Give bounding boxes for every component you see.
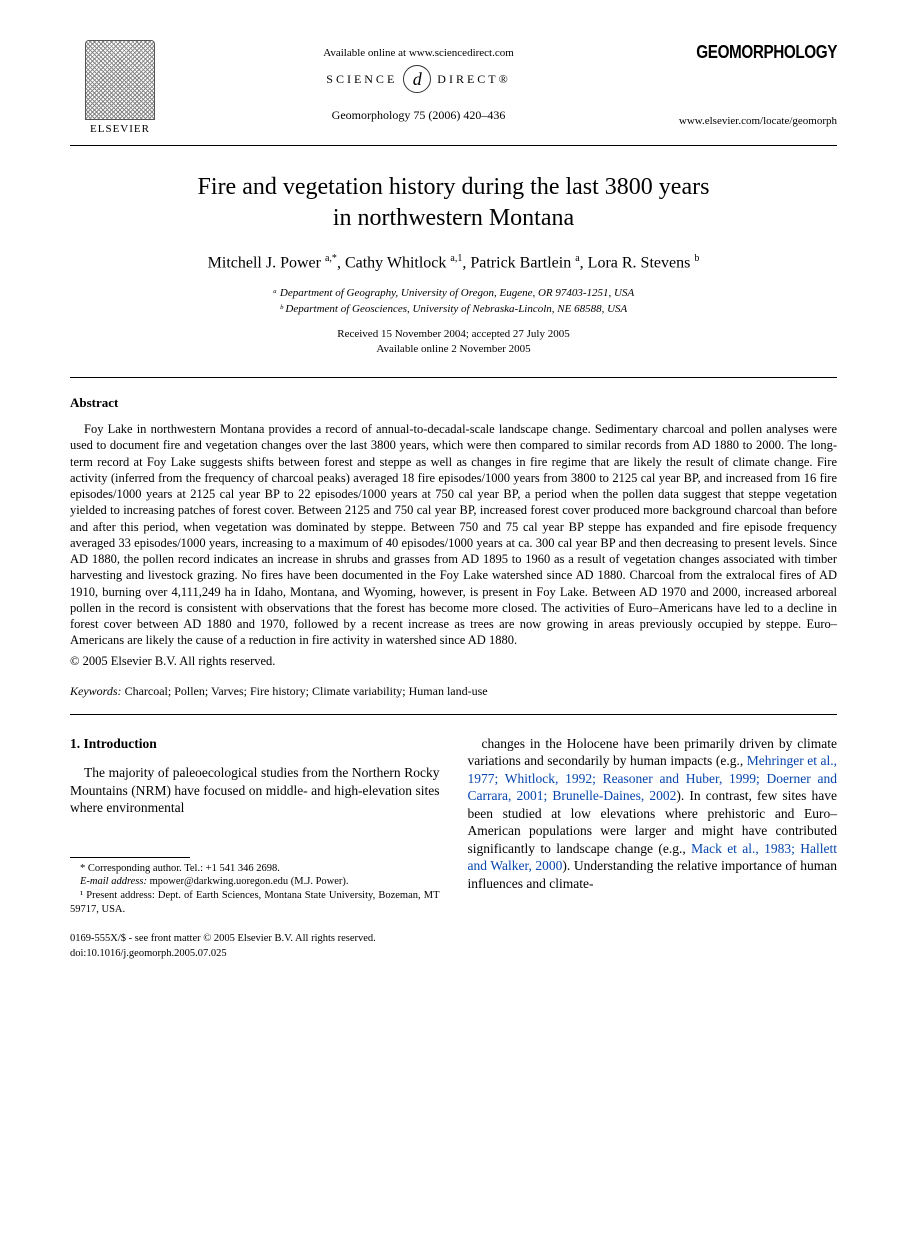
footnote-rule xyxy=(70,857,190,858)
left-column: 1. Introduction The majority of paleoeco… xyxy=(70,735,440,917)
abstract-top-rule xyxy=(70,377,837,378)
present-address: ¹ Present address: Dept. of Earth Scienc… xyxy=(70,889,440,916)
journal-block: GEOMORPHOLOGY www.elsevier.com/locate/ge… xyxy=(667,40,837,129)
citation-link[interactable]: Mack et al., 1983; Hallett and Walker, 2… xyxy=(468,841,837,874)
journal-citation: Geomorphology 75 (2006) 420–436 xyxy=(170,107,667,123)
elsevier-tree-icon xyxy=(85,40,155,120)
header-center: Available online at www.sciencedirect.co… xyxy=(170,40,667,127)
journal-name: GEOMORPHOLOGY xyxy=(693,40,838,64)
corresponding-author: * Corresponding author. Tel.: +1 541 346… xyxy=(70,862,440,876)
abstract-heading: Abstract xyxy=(70,394,837,412)
abstract-bottom-rule xyxy=(70,714,837,715)
sd-text-right: DIRECT® xyxy=(437,71,510,87)
title-line-1: Fire and vegetation history during the l… xyxy=(198,174,710,200)
section-1-heading: 1. Introduction xyxy=(70,735,440,753)
email-line: E-mail address: mpower@darkwing.uoregon.… xyxy=(70,875,440,889)
affiliation-a: ᵃ Department of Geography, University of… xyxy=(70,286,837,301)
footer-doi: doi:10.1016/j.geomorph.2005.07.025 xyxy=(70,947,837,961)
keywords-label: Keywords: xyxy=(70,684,122,698)
sciencedirect-logo: SCIENCE d DIRECT® xyxy=(326,65,510,93)
page-footer: 0169-555X/$ - see front matter © 2005 El… xyxy=(70,932,837,960)
citation-link[interactable]: Mehringer et al., 1977; Whitlock, 1992; … xyxy=(468,753,838,803)
available-online-date: Available online 2 November 2005 xyxy=(70,342,837,357)
email-label: E-mail address: xyxy=(80,876,147,887)
email-value: mpower@darkwing.uoregon.edu (M.J. Power)… xyxy=(147,876,349,887)
affiliation-b: ᵇ Department of Geosciences, University … xyxy=(70,302,837,317)
footnotes: * Corresponding author. Tel.: +1 541 346… xyxy=(70,862,440,917)
page-header: ELSEVIER Available online at www.science… xyxy=(70,40,837,137)
keywords-line: Keywords: Charcoal; Pollen; Varves; Fire… xyxy=(70,683,837,699)
journal-url: www.elsevier.com/locate/geomorph xyxy=(667,114,837,129)
copyright-line: © 2005 Elsevier B.V. All rights reserved… xyxy=(70,653,837,670)
intro-paragraph-right: changes in the Holocene have been primar… xyxy=(468,735,838,893)
authors-line: Mitchell J. Power a,*, Cathy Whitlock a,… xyxy=(70,252,837,274)
sd-circle-icon: d xyxy=(403,65,431,93)
header-rule xyxy=(70,145,837,146)
abstract-body: Foy Lake in northwestern Montana provide… xyxy=(70,421,837,649)
publisher-logo-block: ELSEVIER xyxy=(70,40,170,137)
title-line-2: in northwestern Montana xyxy=(333,205,574,231)
affiliations: ᵃ Department of Geography, University of… xyxy=(70,286,837,317)
article-title: Fire and vegetation history during the l… xyxy=(70,172,837,234)
available-online-text: Available online at www.sciencedirect.co… xyxy=(170,46,667,61)
intro-paragraph-left: The majority of paleoecological studies … xyxy=(70,764,440,817)
body-columns: 1. Introduction The majority of paleoeco… xyxy=(70,735,837,917)
article-dates: Received 15 November 2004; accepted 27 J… xyxy=(70,327,837,357)
keywords-text: Charcoal; Pollen; Varves; Fire history; … xyxy=(122,684,488,698)
publisher-label: ELSEVIER xyxy=(70,122,170,137)
received-accepted: Received 15 November 2004; accepted 27 J… xyxy=(70,327,837,342)
footer-front-matter: 0169-555X/$ - see front matter © 2005 El… xyxy=(70,932,837,946)
right-column: changes in the Holocene have been primar… xyxy=(468,735,838,917)
sd-text-left: SCIENCE xyxy=(326,71,397,87)
